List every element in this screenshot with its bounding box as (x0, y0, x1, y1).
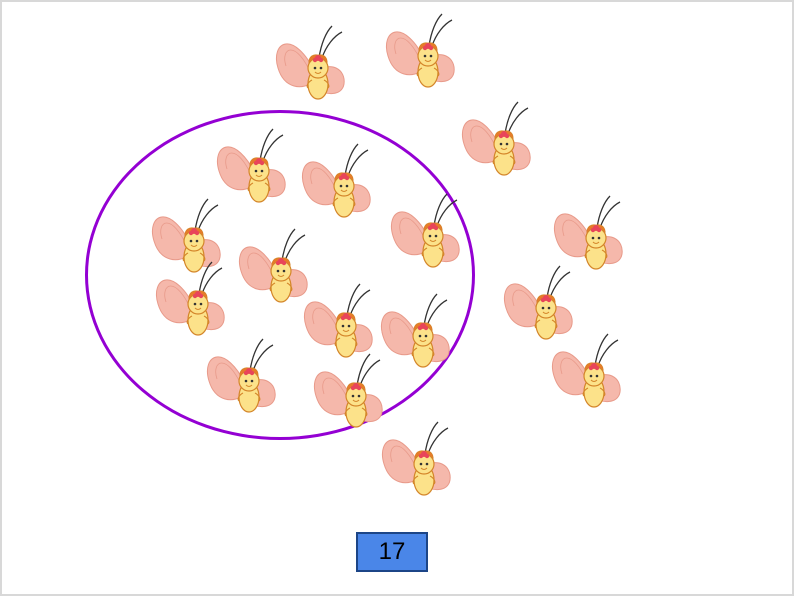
answer-box: 17 (356, 532, 428, 572)
butterfly-icon (387, 190, 467, 275)
butterfly-icon (298, 140, 378, 225)
butterfly-icon (382, 10, 462, 95)
butterfly-icon (500, 262, 580, 347)
butterfly-icon (458, 98, 538, 183)
butterfly-icon (203, 335, 283, 420)
butterfly-icon (152, 258, 232, 343)
answer-value: 17 (379, 538, 406, 566)
butterfly-icon (272, 22, 352, 107)
butterfly-icon (378, 418, 458, 503)
butterfly-icon (310, 350, 390, 435)
